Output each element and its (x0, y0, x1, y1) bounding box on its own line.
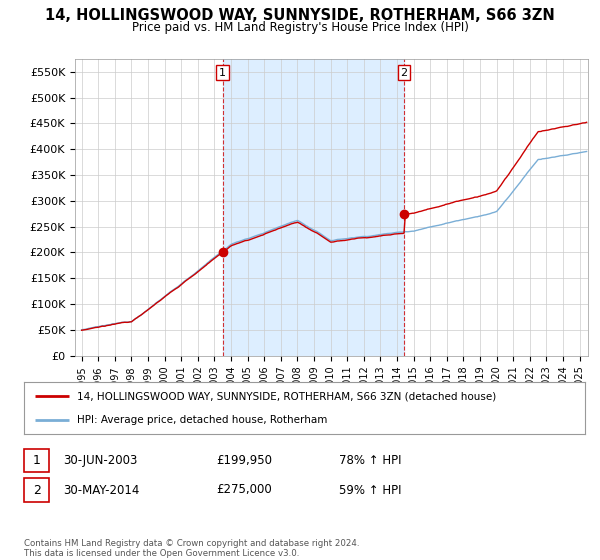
Text: Price paid vs. HM Land Registry's House Price Index (HPI): Price paid vs. HM Land Registry's House … (131, 21, 469, 34)
Text: 30-MAY-2014: 30-MAY-2014 (63, 483, 139, 497)
Text: 14, HOLLINGSWOOD WAY, SUNNYSIDE, ROTHERHAM, S66 3ZN (detached house): 14, HOLLINGSWOOD WAY, SUNNYSIDE, ROTHERH… (77, 391, 497, 402)
Text: HPI: Average price, detached house, Rotherham: HPI: Average price, detached house, Roth… (77, 415, 328, 425)
Text: 2: 2 (400, 68, 407, 78)
Text: 59% ↑ HPI: 59% ↑ HPI (339, 483, 401, 497)
Text: This data is licensed under the Open Government Licence v3.0.: This data is licensed under the Open Gov… (24, 549, 299, 558)
Text: 2: 2 (32, 483, 41, 497)
Text: Contains HM Land Registry data © Crown copyright and database right 2024.: Contains HM Land Registry data © Crown c… (24, 539, 359, 548)
Text: 1: 1 (219, 68, 226, 78)
Bar (223, 59, 404, 356)
Text: 30-JUN-2003: 30-JUN-2003 (63, 454, 137, 467)
Text: £275,000: £275,000 (216, 483, 272, 497)
Text: 14, HOLLINGSWOOD WAY, SUNNYSIDE, ROTHERHAM, S66 3ZN: 14, HOLLINGSWOOD WAY, SUNNYSIDE, ROTHERH… (45, 8, 555, 24)
Text: £199,950: £199,950 (216, 454, 272, 467)
Text: 78% ↑ HPI: 78% ↑ HPI (339, 454, 401, 467)
Text: 1: 1 (32, 454, 41, 467)
